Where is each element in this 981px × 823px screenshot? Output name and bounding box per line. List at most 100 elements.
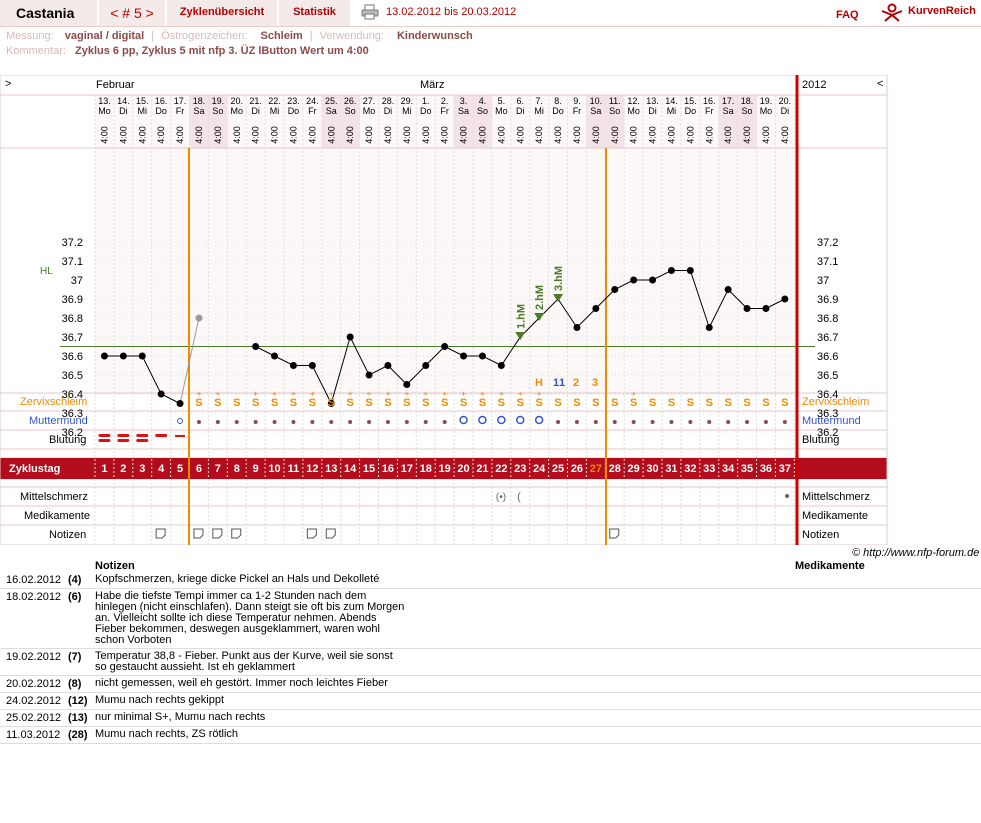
year-label: 2012 (802, 79, 826, 91)
high-measure-label: 1.hM (515, 304, 527, 329)
note-icon[interactable] (609, 528, 620, 539)
cycle-day-number: 6 (196, 463, 202, 475)
tab-zyklenuebersicht[interactable]: Zyklenübersicht (167, 0, 277, 26)
cervix-symbol: S (630, 397, 637, 409)
cycle-nav[interactable]: < # 5 > (99, 0, 165, 26)
temperature-point (573, 324, 581, 331)
row-label-mumu: Muttermund (29, 415, 88, 427)
measure-time-label: 4:00 (99, 126, 109, 144)
weekend-column (473, 95, 492, 148)
cervix-symbol: S (554, 397, 561, 409)
weekend-column (340, 95, 360, 148)
day-date-label: 28. (382, 96, 395, 106)
cycle-day-number: 33 (703, 463, 715, 475)
note-cycle-day: (28) (68, 729, 88, 741)
mumu-symbol (574, 420, 579, 424)
note-icon[interactable] (306, 528, 317, 539)
day-weekday-label: Mo (495, 106, 508, 116)
measure-time-label: 4:00 (477, 126, 487, 144)
high-temp-marker (515, 332, 526, 340)
y-tick-label-right: 37.1 (817, 256, 838, 268)
meta-line-1: Messung: vaginal / digital | Östrogenzei… (6, 30, 473, 42)
cervix-plus: + (291, 389, 296, 399)
cervix-plus: + (215, 389, 220, 399)
messung-value: vaginal / digital (64, 30, 145, 42)
bleeding-mark (117, 434, 130, 437)
note-date: 11.03.2012 (6, 729, 61, 741)
day-weekday-label: Mo (230, 106, 243, 116)
mumu-symbol (234, 420, 239, 424)
cycle-day-number: 25 (552, 463, 564, 475)
day-date-label: 17. (722, 96, 735, 106)
note-icon[interactable] (155, 528, 166, 539)
measure-time-label: 4:00 (780, 126, 790, 144)
note-date: 18.02.2012 (6, 591, 62, 603)
verwendung-value: Kinderwunsch (396, 30, 473, 42)
note-icon[interactable] (212, 528, 223, 539)
note-text: Mumu nach rechts, ZS rötlich (95, 728, 239, 740)
cervix-plus: + (253, 389, 258, 399)
row-label-blutung-right: Blutung (802, 434, 839, 446)
faq-link[interactable]: FAQ (836, 9, 859, 21)
bleeding-mark (136, 439, 149, 442)
row-label-cervix: Zervixschleim (20, 396, 87, 408)
cervix-plus: + (329, 389, 334, 399)
day-weekday-label: So (477, 106, 488, 116)
copyright: © http://www.nfp-forum.de (852, 547, 980, 559)
cervix-plus: + (631, 389, 636, 399)
y-tick-label-left: 37 (71, 275, 83, 287)
cervix-plus: + (310, 389, 315, 399)
day-weekday-label: Fr (440, 106, 449, 116)
temperature-point (100, 352, 108, 360)
nav-next-button[interactable]: < (877, 78, 883, 90)
measure-time-label: 4:00 (459, 126, 469, 144)
measure-time-label: 4:00 (742, 126, 752, 144)
cervix-symbol: S (517, 397, 524, 409)
cycle-day-number: 7 (215, 463, 221, 475)
measure-time-label: 4:00 (629, 126, 639, 144)
temperature-point (686, 267, 694, 274)
mumu-symbol (631, 420, 636, 424)
cervix-symbol: S (743, 397, 750, 409)
day-date-label: 23. (287, 96, 300, 106)
day-weekday-label: Do (552, 106, 564, 116)
temperature-point (630, 276, 638, 284)
day-date-label: 19. (212, 96, 225, 106)
day-date-label: 8. (554, 96, 562, 106)
cervix-symbol: S (781, 397, 788, 409)
measure-time-label: 4:00 (496, 126, 506, 144)
mumu-symbol (215, 420, 220, 424)
measure-time-label: 4:00 (402, 126, 412, 144)
cervix-symbol: S (233, 397, 240, 409)
temperature-point (138, 352, 146, 360)
cycle-day-number: 22 (495, 463, 507, 475)
cervix-symbol: S (573, 397, 580, 409)
note-row: 24.02.2012 (12) Mumu nach rechts gekippt (0, 693, 981, 710)
note-icon[interactable] (325, 528, 336, 539)
temperature-point (762, 305, 770, 312)
nav-prev-button[interactable]: > (5, 78, 11, 90)
note-icon[interactable] (193, 528, 204, 539)
note-icon[interactable] (231, 528, 242, 539)
kurvenreich-logo[interactable]: KurvenReich (880, 2, 976, 22)
temperature-point (271, 352, 279, 360)
cervix-plus: + (348, 389, 353, 399)
printer-icon[interactable] (361, 4, 379, 20)
cervix-symbol: S (479, 397, 486, 409)
day-weekday-label: Mo (98, 106, 111, 116)
y-tick-label-left: 37.2 (62, 237, 83, 249)
high-measure-label: 2.hM (534, 285, 546, 310)
note-cycle-day: (6) (68, 591, 82, 603)
meta-separator: | (309, 30, 313, 42)
day-weekday-label: Di (384, 106, 393, 116)
tab-statistik[interactable]: Statistik (279, 0, 350, 26)
temperature-point (649, 276, 657, 284)
cervix-plus: + (404, 389, 409, 399)
zyklustag-bar (0, 458, 887, 479)
cervix-symbol: S (309, 397, 316, 409)
mumu-symbol (196, 420, 201, 424)
y-tick-label-left: 36.2 (62, 427, 83, 439)
day-weekday-label: So (742, 106, 753, 116)
day-weekday-label: Do (685, 106, 697, 116)
day-date-label: 14. (117, 96, 130, 106)
